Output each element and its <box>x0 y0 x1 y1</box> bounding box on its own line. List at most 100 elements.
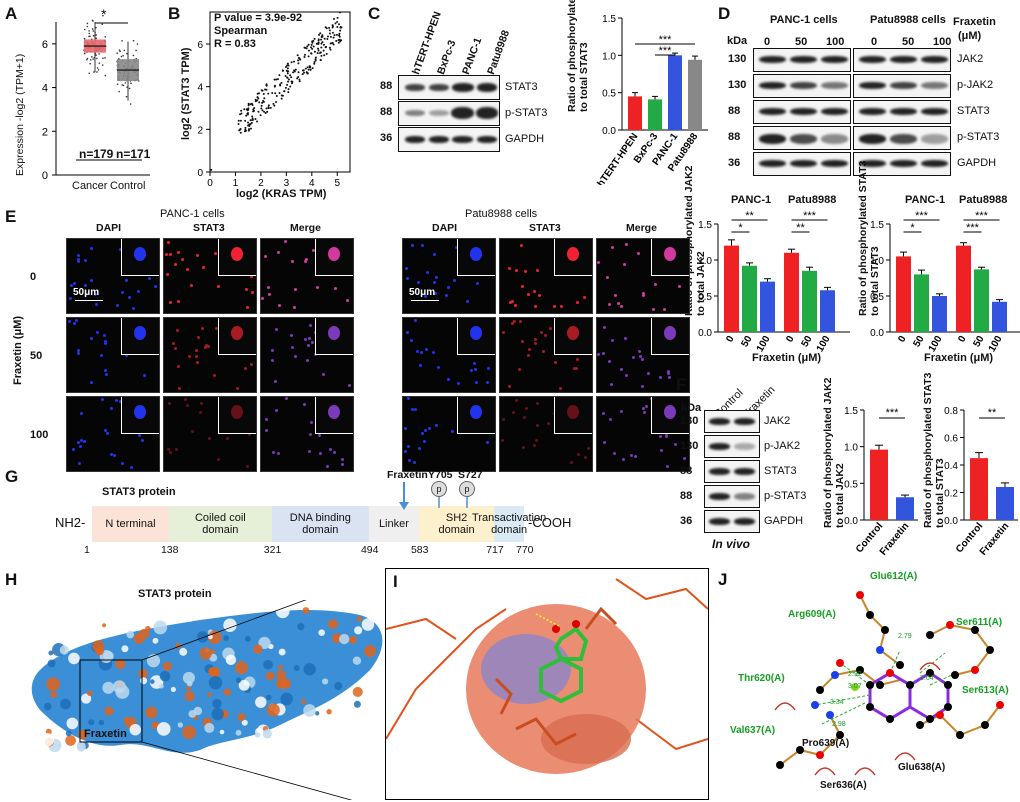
panel-e-dose-label: 0 <box>30 271 37 283</box>
bar-5 <box>992 301 1007 332</box>
panel-e-cell <box>641 292 645 296</box>
panel-i-pocket <box>385 568 709 800</box>
panel-e-cell <box>407 397 411 401</box>
panel-a-point <box>83 52 86 55</box>
panel-d-blot-row-jak2 <box>853 48 951 72</box>
panel-b-point <box>298 78 301 81</box>
panel-e-scale-bar <box>75 300 103 301</box>
panel-b-xtick-label: 4 <box>309 178 315 189</box>
panel-b-point <box>239 128 242 131</box>
panel-b-point <box>311 40 314 43</box>
panel-c-bar-1 <box>648 99 662 130</box>
panel-b-point <box>249 127 252 130</box>
panel-h-surface-patch <box>87 690 93 697</box>
panel-b-point <box>309 66 312 69</box>
panel-b-point <box>254 100 257 103</box>
panel-b-point <box>250 121 253 124</box>
panel-b-point <box>260 104 263 107</box>
panel-e-cell <box>95 303 99 307</box>
panel-h-surface-patch <box>348 635 357 644</box>
panel-b-point <box>239 131 242 134</box>
panel-e-cell <box>647 371 651 375</box>
panel-f-band <box>734 493 755 500</box>
panel-e-cell <box>114 398 118 402</box>
panel-b-point <box>275 100 278 103</box>
panel-b-point <box>337 39 340 42</box>
panel-b-point <box>338 23 341 26</box>
panel-f-blot-row <box>704 510 760 533</box>
panel-j-atom <box>866 703 874 711</box>
panel-a-point <box>120 55 123 58</box>
panel-e-cell <box>113 453 117 457</box>
panel-e-cell <box>207 437 211 441</box>
ytick-label: 0.0 <box>698 328 712 339</box>
panel-e-cell <box>501 331 505 335</box>
panel-h-surface-patch <box>43 702 52 711</box>
panel-h-surface-patch <box>262 729 272 739</box>
panel-c-ytick-label: 0.5 <box>602 89 616 100</box>
panel-h-surface-patch <box>102 623 107 628</box>
panel-e-cell <box>104 373 108 377</box>
panel-d-right-barchart: 0.00.51.01.50 50 100 0 50 100********** <box>870 210 1020 354</box>
panel-e-cell <box>250 363 254 366</box>
panel-j-atom <box>811 701 819 709</box>
panel-d-band <box>821 82 848 89</box>
panel-h-surface-patch <box>352 656 362 665</box>
panel-f-blots: 130 JAK2 130 p-JAK2 88 STAT3 88 p-STAT3 36 GAPDH <box>680 410 806 535</box>
panel-h-surface-patch <box>50 691 58 699</box>
panel-b-point <box>297 62 300 65</box>
panel-h-surface-patch <box>223 688 231 696</box>
panel-e-cell <box>587 446 591 450</box>
panel-g-position: 138 <box>160 544 179 556</box>
panel-e-cell <box>559 387 563 391</box>
panel-e-inset <box>218 318 256 355</box>
panel-e-cell <box>576 300 580 304</box>
panel-c-kda-3: 36 <box>380 132 393 144</box>
panel-f-blot-row <box>704 410 760 433</box>
panel-j-atom <box>996 701 1004 709</box>
panel-e-cell <box>433 280 437 284</box>
panel-e-cell <box>291 260 295 264</box>
panel-a-ytick-label: 4 <box>42 83 48 95</box>
panel-b-point <box>336 20 339 23</box>
panel-i-pocket-svg <box>386 578 708 774</box>
panel-h-surface-patch <box>159 670 171 682</box>
panel-e-cell <box>514 399 518 403</box>
panel-e-cell <box>432 253 436 257</box>
panel-e-cell <box>293 287 297 291</box>
panel-e-cell <box>607 359 611 363</box>
panel-g-position: 770 <box>516 544 534 556</box>
panel-b-point <box>287 64 290 67</box>
panel-e-cell <box>473 367 477 371</box>
panel-g-y705: Y705 <box>428 469 453 481</box>
panel-e-cell <box>665 434 669 438</box>
panel-h-surface-patch <box>225 654 237 666</box>
panel-e-cell <box>406 331 410 335</box>
panel-e-cell <box>205 343 209 347</box>
panel-e-cell <box>621 458 625 462</box>
panel-e-cell <box>164 252 168 256</box>
panel-e-image-stat3 <box>499 317 593 393</box>
panel-e-cell <box>309 433 313 437</box>
panel-d-blot-row-p-jak2 <box>853 74 951 98</box>
panel-e-cell <box>623 336 627 340</box>
panel-e-cell <box>614 293 618 297</box>
panel-d-band <box>790 82 817 89</box>
panel-h-surface-patch <box>275 677 288 690</box>
panel-f-band <box>709 518 730 525</box>
panel-e-inset <box>457 239 495 276</box>
panel-e-cell <box>294 355 298 359</box>
panel-e-cell <box>413 460 417 464</box>
panel-b-point <box>297 76 300 79</box>
panel-e-cell <box>196 253 200 257</box>
ytick-label: 1.0 <box>870 256 884 267</box>
panel-label-b: B <box>168 4 181 23</box>
panel-b-point <box>320 46 323 49</box>
panel-b-point <box>306 72 309 75</box>
panel-e-cell <box>77 461 81 465</box>
panel-a-point <box>92 20 94 22</box>
panel-a-point <box>123 49 126 52</box>
panel-b-point <box>307 55 310 58</box>
panel-b-point <box>311 47 314 50</box>
panel-e-cell <box>683 457 687 461</box>
